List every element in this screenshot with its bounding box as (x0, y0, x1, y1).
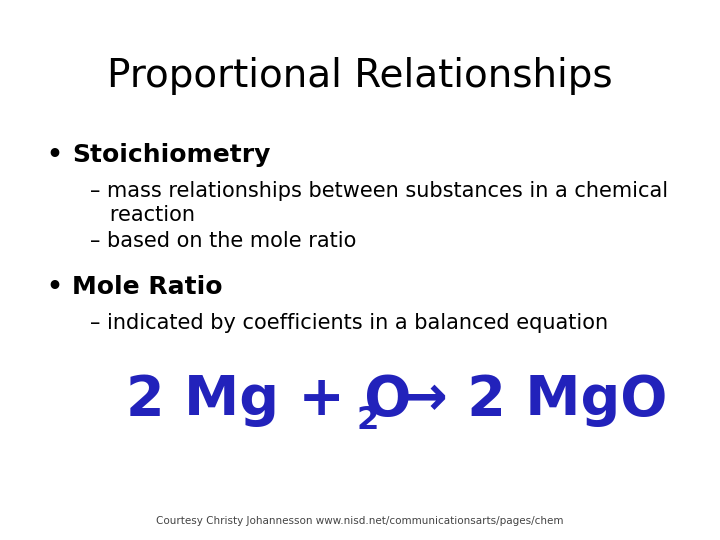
Text: Stoichiometry: Stoichiometry (72, 143, 271, 167)
Text: Mole Ratio: Mole Ratio (72, 275, 222, 299)
Text: → 2 MgO: → 2 MgO (382, 373, 667, 427)
Text: Courtesy Christy Johannesson www.nisd.net/communicationsarts/pages/chem: Courtesy Christy Johannesson www.nisd.ne… (156, 516, 564, 526)
Text: – indicated by coefficients in a balanced equation: – indicated by coefficients in a balance… (90, 313, 608, 333)
Text: – based on the mole ratio: – based on the mole ratio (90, 231, 356, 251)
Text: – mass relationships between substances in a chemical: – mass relationships between substances … (90, 181, 668, 201)
Text: 2: 2 (356, 404, 379, 436)
Text: •: • (47, 143, 63, 167)
Text: reaction: reaction (90, 205, 195, 225)
Text: •: • (47, 275, 63, 299)
Text: Proportional Relationships: Proportional Relationships (107, 57, 613, 94)
Text: 2 Mg + O: 2 Mg + O (126, 373, 411, 427)
